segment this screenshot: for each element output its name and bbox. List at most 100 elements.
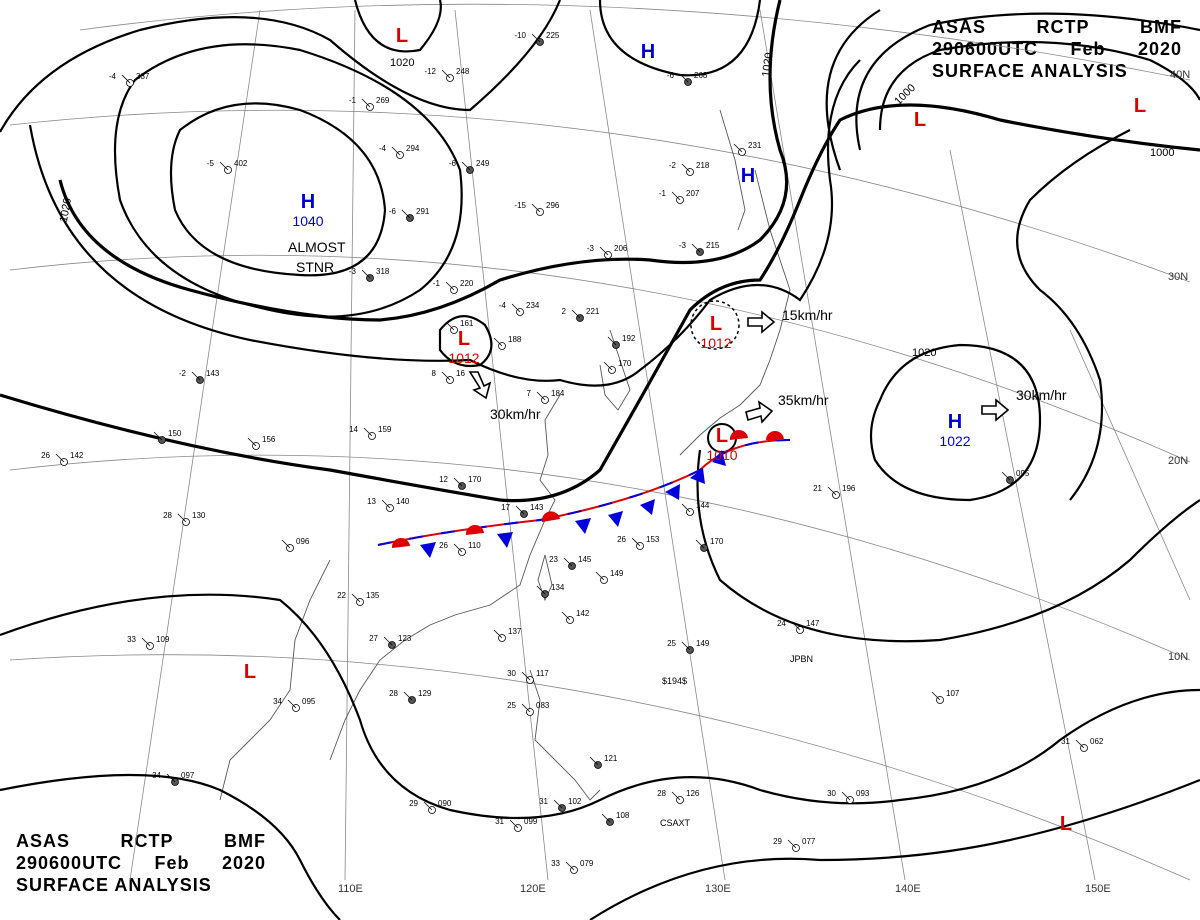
station-temperature: 14 [349,425,358,434]
station-temperature: 30 [507,669,516,678]
station-temperature: -6 [389,207,397,216]
low-pressure-symbol: L [396,25,408,47]
station-temperature: 8 [432,369,437,378]
lon-label: 140E [895,883,921,895]
station-pressure: 192 [622,334,636,343]
isobar-1022-high [869,343,1042,502]
station-plot: 33 109 [127,635,170,650]
station-plot: 192 [607,334,636,349]
coastlines [219,109,791,801]
wind-barb-icon [1001,471,1011,481]
motion-speed-label: 35km/hr [778,392,829,408]
station-plot: 23 145 [549,555,592,570]
station-temperature: -1 [433,279,441,288]
lon-line-120e [454,9,549,881]
station-pressure: 249 [476,159,490,168]
station-plot: 170 [695,537,724,552]
station-temperature: 31 [495,817,504,826]
station-temperature: -2 [669,161,677,170]
station-temperature: 25 [507,701,516,710]
header-line-2: 290600UTC Feb 2020 [932,38,1182,60]
station-plot: 29 077 [773,837,816,852]
station-plot: 26 153 [617,535,660,550]
station-pressure: 062 [1090,737,1104,746]
station-temperature: 27 [369,634,378,643]
station-plot: 7 184 [527,389,565,404]
warm-front-bump [391,537,410,548]
station-plot: 26 142 [41,451,84,466]
station-temperature: 12 [439,475,448,484]
wind-barb-icon [453,543,463,553]
wind-barb-icon [733,143,743,153]
station-pressure: 090 [438,799,452,808]
coast-japan [679,169,791,456]
wind-barb-icon [631,537,641,547]
station-temperature: 24 [777,619,786,628]
station-plot: 14 159 [349,425,392,440]
wind-barb-icon [441,371,451,381]
motion-speed-label: 30km/hr [1016,387,1067,403]
station-pressure: 140 [396,497,410,506]
station-pressure: 102 [568,797,582,806]
wind-barb-icon [191,371,201,381]
station-pressure: 231 [748,141,762,150]
station-temperature: -3 [349,267,357,276]
wind-barb-icon [453,477,463,487]
wind-barb-icon [383,636,393,646]
station-plot: 107 [931,689,960,704]
wind-barb-icon [153,431,163,441]
station-plot: 27 123 [369,634,412,649]
agency-label: ASAS [16,831,71,851]
wind-barb-icon [391,146,401,156]
wind-barb-icon [515,505,525,515]
wind-barb-icon [493,629,503,639]
station-label: RCTP [120,831,174,851]
station-temperature: -3 [587,244,595,253]
isobar-1040-inner [169,102,387,277]
arrow-icon [745,400,774,424]
wind-barb-icon [509,819,519,829]
station-plot: -4 337 [109,72,150,87]
lat-label: 10N [1168,651,1188,663]
isobar-dashed-low [690,300,740,350]
lat-line-0 [9,654,1191,881]
coast-sakhalin [719,109,746,231]
station-temperature: 29 [773,837,782,846]
wind-barb-icon [536,391,546,401]
station-pressure: 221 [586,307,600,316]
station-pressure: 143 [530,503,544,512]
product-label: SURFACE ANALYSIS [932,61,1128,81]
wind-barb-icon [827,486,837,496]
graticule [9,3,1191,881]
isobar-bottom-east [589,778,1200,920]
stationary-label: STNR [296,259,334,275]
station-pressure: 337 [136,72,150,81]
station-temperature: 26 [439,541,448,550]
isobar-label: 1020 [58,197,74,223]
station-plot: -3 215 [679,241,720,256]
wind-barb-icon [493,337,503,347]
station-plot: -2 143 [179,369,220,384]
station-temperature: -6 [449,159,457,168]
station-plot: 149 [595,569,624,584]
station-pressure: 097 [181,771,195,780]
station-pressure: 077 [802,837,816,846]
wind-barb-icon [571,309,581,319]
lat-line-10n [9,454,1191,661]
station-temperature: -5 [207,159,215,168]
isobar-ne-1000-2 [855,12,1200,151]
isobar-band-1020 [0,103,1200,503]
station-pressure: 184 [551,389,565,398]
station-pressure: 096 [296,537,310,546]
station-plot: 30 117 [507,669,549,684]
wind-barb-icon [841,791,851,801]
high-pressure-symbol: H [301,191,315,213]
lat-label: 30N [1168,271,1188,283]
station-temperature: 28 [657,789,666,798]
lon-label: 110E [338,883,363,895]
station-pressure: 296 [546,201,560,210]
lat-line-40n [79,3,1191,81]
station-plot: 8 16 [432,369,465,384]
